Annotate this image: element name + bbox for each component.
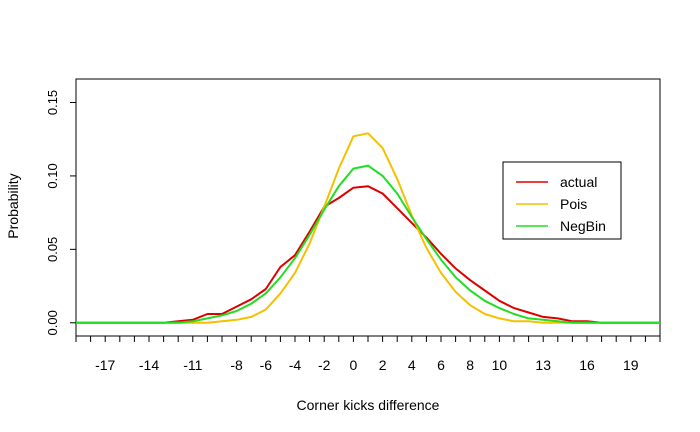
x-tick-label: 4 [408,357,416,373]
x-tick-label: -11 [183,357,202,373]
x-axis: -17 -14 -11 -8 -6 -4 -2 0 2 4 6 8 10 13 16 19 [75,336,661,373]
y-tick-label: 0.05 [45,237,60,262]
x-tick-label: -2 [318,357,331,373]
series-line-negbin [76,164,660,324]
x-tick-label: 10 [492,357,508,373]
x-tick-label: 16 [579,357,595,373]
y-axis-label: Probability [5,173,21,238]
x-tick-label: -4 [289,357,302,373]
y-tick-label: 0.00 [45,310,60,335]
y-tick-label: 0.10 [45,163,60,188]
x-tick-label: -8 [230,357,243,373]
x-tick-label: -17 [95,357,115,373]
legend-label: Pois [560,196,587,212]
y-tick-label: 0.15 [45,90,60,115]
series-lines [76,132,660,324]
x-axis-label: Corner kicks difference [297,397,440,413]
x-tick-label: -14 [139,357,159,373]
x-tick-label: 0 [350,357,358,373]
x-tick-label: 2 [379,357,387,373]
x-tick-label: 13 [535,357,551,373]
legend: actual Pois NegBin [502,161,622,240]
legend-label: NegBin [560,218,606,234]
y-axis: 0.00 0.05 0.10 0.15 [45,90,76,335]
x-tick-label: 8 [466,357,474,373]
x-tick-label: -6 [260,357,273,373]
legend-label: actual [560,174,597,190]
legend-items: actual Pois NegBin [516,174,606,234]
x-tick-label: 6 [437,357,445,373]
x-tick-label: 19 [623,357,639,373]
